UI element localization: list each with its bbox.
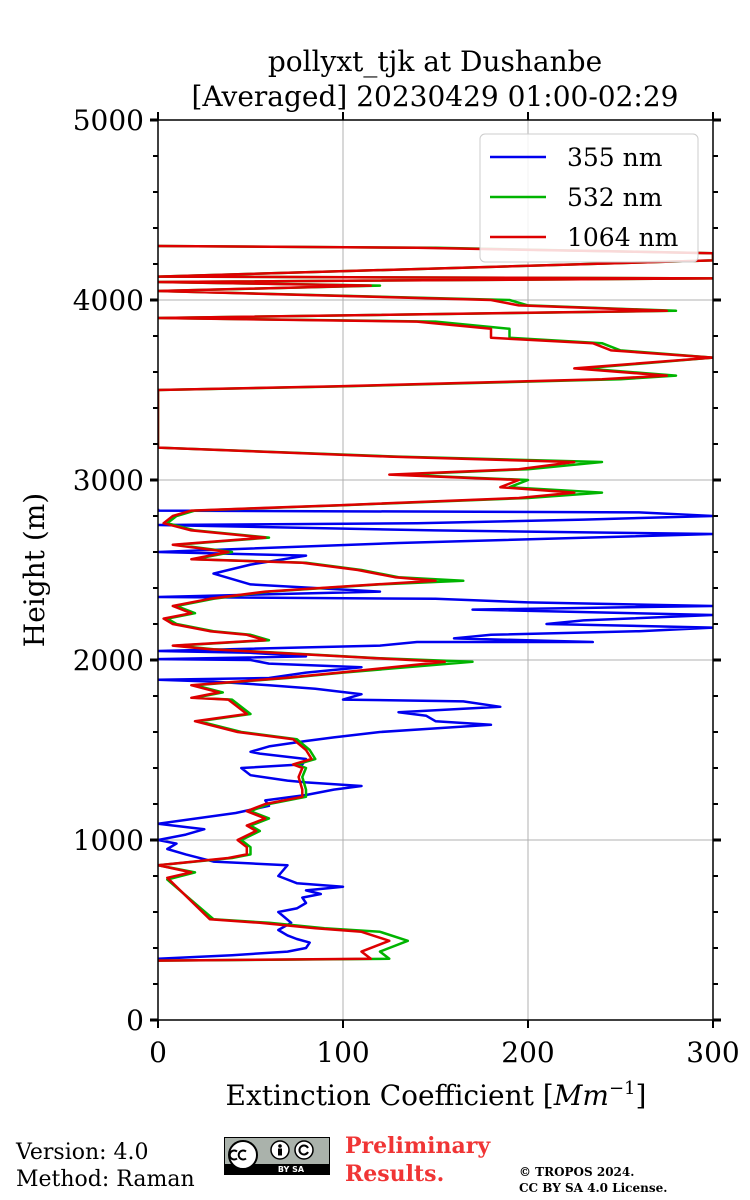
copyright-line1: © TROPOS 2024. (519, 1165, 635, 1179)
legend-label: 532 nm (567, 183, 663, 212)
y-tick-label: 2000 (73, 644, 144, 677)
cc-badge-text: BY SA (278, 1165, 305, 1174)
y-axis-label: Height (m) (18, 493, 51, 647)
cc-by-sa-icon: BY SA (224, 1137, 330, 1175)
series-line-1064-nm (158, 244, 713, 962)
x-axis-label-unit: Mm (553, 1079, 609, 1112)
chart-title-line2: [Averaged] 20230429 01:00-02:29 (192, 80, 679, 113)
x-tick-label: 0 (149, 1036, 167, 1069)
chart-title-line1: pollyxt_tjk at Dushanbe (268, 45, 602, 78)
preliminary-line1: Preliminary (345, 1133, 491, 1159)
x-tick-label: 200 (501, 1036, 554, 1069)
version-label: Version: 4.0 (16, 1140, 149, 1165)
x-tick-label: 300 (686, 1036, 739, 1069)
y-tick-label: 4000 (73, 284, 144, 317)
series-lines (158, 244, 713, 962)
method-label: Method: Raman (16, 1167, 195, 1192)
y-tick-label: 0 (126, 1004, 144, 1037)
y-tick-label: 3000 (73, 464, 144, 497)
legend-label: 355 nm (567, 143, 663, 172)
preliminary-results-label: Preliminary Results. (345, 1132, 490, 1188)
x-axis-label-exp: −1 (609, 1078, 636, 1099)
x-axis-label: Extinction Coefficient [Mm−1] (226, 1078, 647, 1112)
legend-label: 1064 nm (567, 223, 679, 252)
copyright-line2: CC BY SA 4.0 License. (519, 1181, 668, 1195)
legend: 355 nm 532 nm 1064 nm (479, 133, 699, 263)
legend-box (479, 133, 699, 263)
x-axis-label-close: ] (636, 1079, 647, 1112)
series-line-355-nm (158, 508, 713, 961)
x-tick-label: 100 (316, 1036, 369, 1069)
x-axis-label-main: Extinction Coefficient [ (226, 1079, 554, 1112)
preliminary-line2: Results. (345, 1161, 445, 1187)
plot-frame (157, 119, 714, 1021)
copyright-label: © TROPOS 2024. CC BY SA 4.0 License. (519, 1164, 667, 1196)
y-tick-label: 5000 (73, 104, 144, 137)
y-tick-label: 1000 (73, 824, 144, 857)
